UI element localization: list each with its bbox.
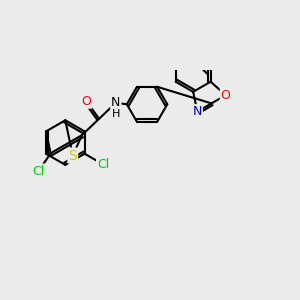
- Text: O: O: [82, 95, 92, 108]
- Text: N: N: [193, 105, 202, 118]
- Text: H: H: [112, 109, 120, 119]
- Text: Cl: Cl: [97, 158, 109, 171]
- Text: N: N: [111, 96, 121, 109]
- Text: O: O: [221, 89, 231, 102]
- Text: Cl: Cl: [33, 164, 45, 178]
- Text: S: S: [68, 148, 77, 163]
